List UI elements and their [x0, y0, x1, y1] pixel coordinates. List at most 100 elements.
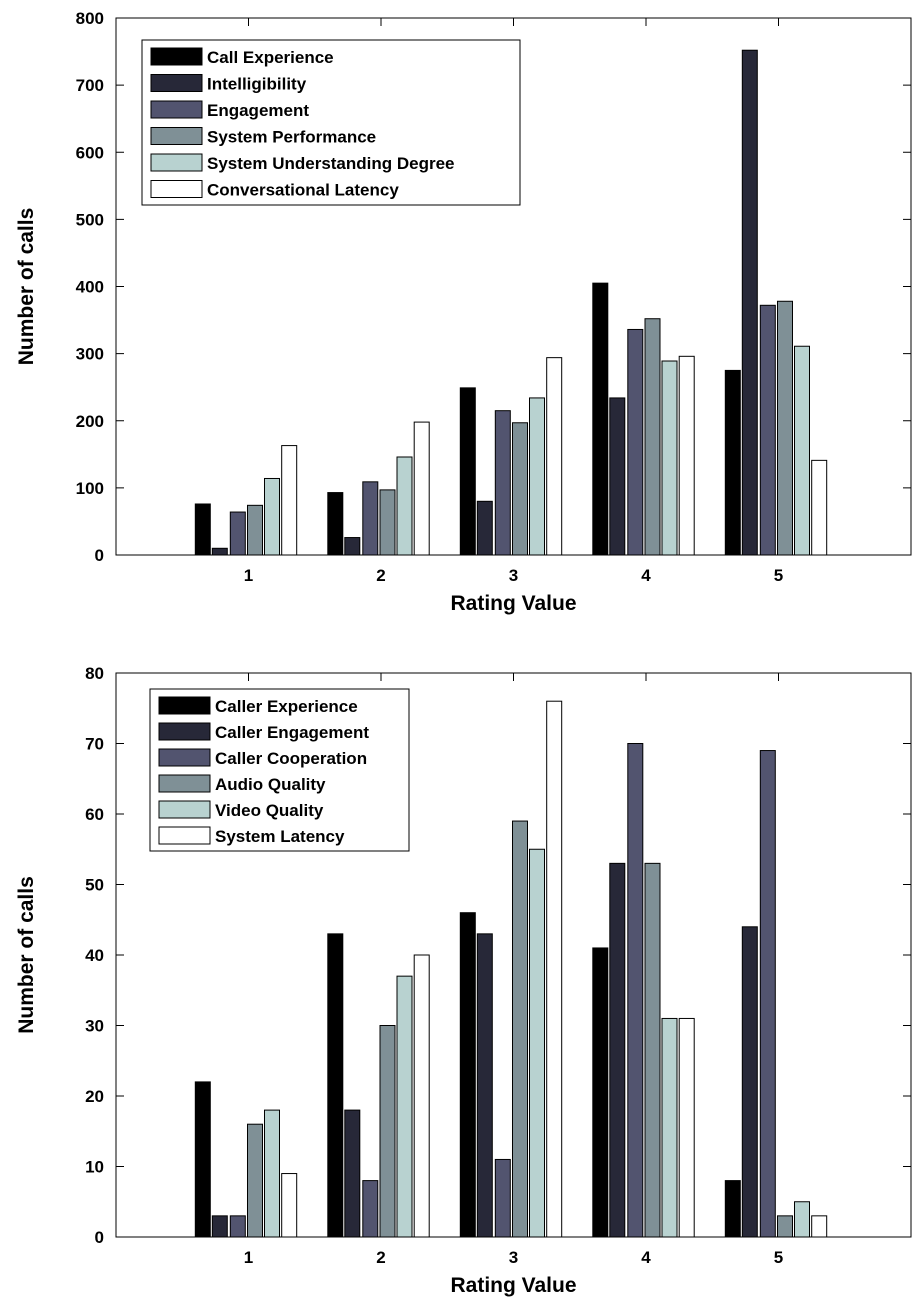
bar-system-latency	[413, 954, 430, 1238]
x-tick-label: 2	[376, 1248, 385, 1267]
bar-caller-engagement	[211, 1215, 228, 1238]
y-tick-label: 0	[95, 546, 104, 565]
x-tick-label: 4	[641, 1248, 651, 1267]
x-tick-label: 4	[641, 566, 651, 585]
y-tick-label: 40	[85, 946, 104, 965]
y-axis-label: Number of calls	[15, 208, 38, 366]
bar-caller-experience	[194, 1081, 211, 1238]
legend-swatch	[158, 722, 211, 741]
legend-swatch	[158, 774, 211, 793]
x-tick-label: 5	[774, 566, 783, 585]
y-tick-label: 30	[85, 1017, 104, 1036]
bar-video-quality	[794, 1201, 810, 1238]
bar-caller-cooperation	[229, 1215, 246, 1238]
bar-call-experience	[327, 492, 344, 556]
y-tick-label: 100	[76, 479, 104, 498]
legend-box	[141, 39, 521, 206]
bar-caller-engagement	[741, 926, 758, 1238]
bar-call-experience	[592, 282, 609, 556]
legend-swatch	[150, 180, 203, 198]
legend-swatch	[150, 74, 203, 92]
y-tick-label: 700	[76, 76, 104, 95]
bar-caller-experience	[724, 1180, 741, 1238]
bar-video-quality	[264, 1109, 280, 1238]
bar-call-experience	[724, 369, 741, 556]
bar-caller-engagement	[609, 862, 626, 1238]
bar-system-understanding-degree	[396, 456, 413, 556]
y-tick-label: 600	[76, 143, 104, 162]
legend-label: System Understanding Degree	[207, 154, 455, 173]
legend-swatch	[150, 153, 203, 172]
bar-audio-quality	[512, 820, 528, 1238]
x-tick-label: 2	[376, 566, 385, 585]
y-tick-label: 50	[85, 876, 104, 895]
bar-conversational-latency	[811, 459, 828, 556]
bar-caller-experience	[459, 912, 476, 1238]
bar-audio-quality	[379, 1025, 396, 1238]
bar-intelligibility	[476, 500, 493, 556]
x-axis-label: Rating Value	[450, 592, 576, 615]
legend-label: Intelligibility	[207, 75, 307, 94]
top-bar-chart: 0 100 200 300 400 500 600 700 800 1 2 3 4 5 Rating Val…	[15, 9, 912, 615]
y-tick-label: 400	[76, 278, 104, 297]
bar-caller-cooperation	[627, 743, 644, 1238]
bar-engagement	[229, 511, 246, 556]
legend-swatch	[150, 127, 203, 145]
bar-system-understanding-degree	[794, 345, 810, 556]
bar-system-latency	[281, 1173, 298, 1238]
legend-label: Caller Engagement	[215, 723, 369, 742]
bar-conversational-latency	[281, 445, 298, 556]
legend-label: System Latency	[215, 827, 345, 846]
bar-system-performance	[512, 422, 528, 556]
bar-call-experience	[194, 503, 211, 556]
bar-intelligibility	[741, 49, 758, 556]
y-tick-label: 70	[85, 735, 104, 754]
bar-system-understanding-degree	[529, 397, 545, 556]
legend-swatch	[158, 826, 211, 845]
bar-caller-cooperation	[362, 1180, 379, 1238]
bar-video-quality	[396, 975, 413, 1238]
bar-caller-experience	[592, 947, 609, 1238]
legend-box	[149, 688, 410, 852]
bar-system-performance	[777, 300, 793, 556]
y-tick-label: 10	[85, 1158, 104, 1177]
bar-system-latency	[811, 1215, 828, 1238]
y-tick-label: 60	[85, 805, 104, 824]
bar-intelligibility	[344, 537, 361, 556]
bar-intelligibility	[609, 397, 626, 556]
bar-audio-quality	[777, 1215, 793, 1238]
bar-system-performance	[247, 504, 263, 556]
y-tick-label: 20	[85, 1087, 104, 1106]
bar-video-quality	[661, 1017, 678, 1238]
bar-audio-quality	[247, 1123, 263, 1238]
y-axis-label: Number of calls	[15, 876, 38, 1034]
x-tick-label: 1	[244, 566, 253, 585]
x-tick-label: 3	[509, 566, 518, 585]
legend-swatch	[158, 748, 211, 767]
bar-system-understanding-degree	[661, 360, 678, 556]
y-tick-label: 0	[95, 1228, 104, 1247]
y-tick-label: 800	[76, 9, 104, 28]
legend-swatch	[150, 100, 203, 119]
bar-caller-cooperation	[494, 1158, 511, 1238]
legend-label: Call Experience	[207, 48, 334, 67]
legend-swatch	[158, 800, 211, 819]
bar-system-latency	[678, 1017, 695, 1238]
bar-caller-experience	[327, 933, 344, 1238]
y-tick-label: 300	[76, 345, 104, 364]
y-tick-label: 80	[85, 664, 104, 683]
legend-label: Caller Cooperation	[215, 749, 367, 768]
bar-conversational-latency	[546, 357, 563, 556]
x-tick-label: 3	[509, 1248, 518, 1267]
bar-video-quality	[529, 848, 545, 1238]
bar-caller-cooperation	[759, 750, 776, 1238]
bar-engagement	[494, 410, 511, 556]
legend-swatch	[158, 696, 211, 715]
bar-system-performance	[379, 489, 396, 556]
bottom-bar-chart: 0 10 20 30 40 50 60 70 80 1 2 3 4 5 Rating Value Number…	[15, 664, 912, 1297]
bar-system-latency	[546, 700, 563, 1238]
legend-label: Engagement	[207, 101, 309, 120]
x-axis-label: Rating Value	[450, 1274, 576, 1297]
x-tick-label: 1	[244, 1248, 253, 1267]
bar-caller-engagement	[476, 933, 493, 1238]
